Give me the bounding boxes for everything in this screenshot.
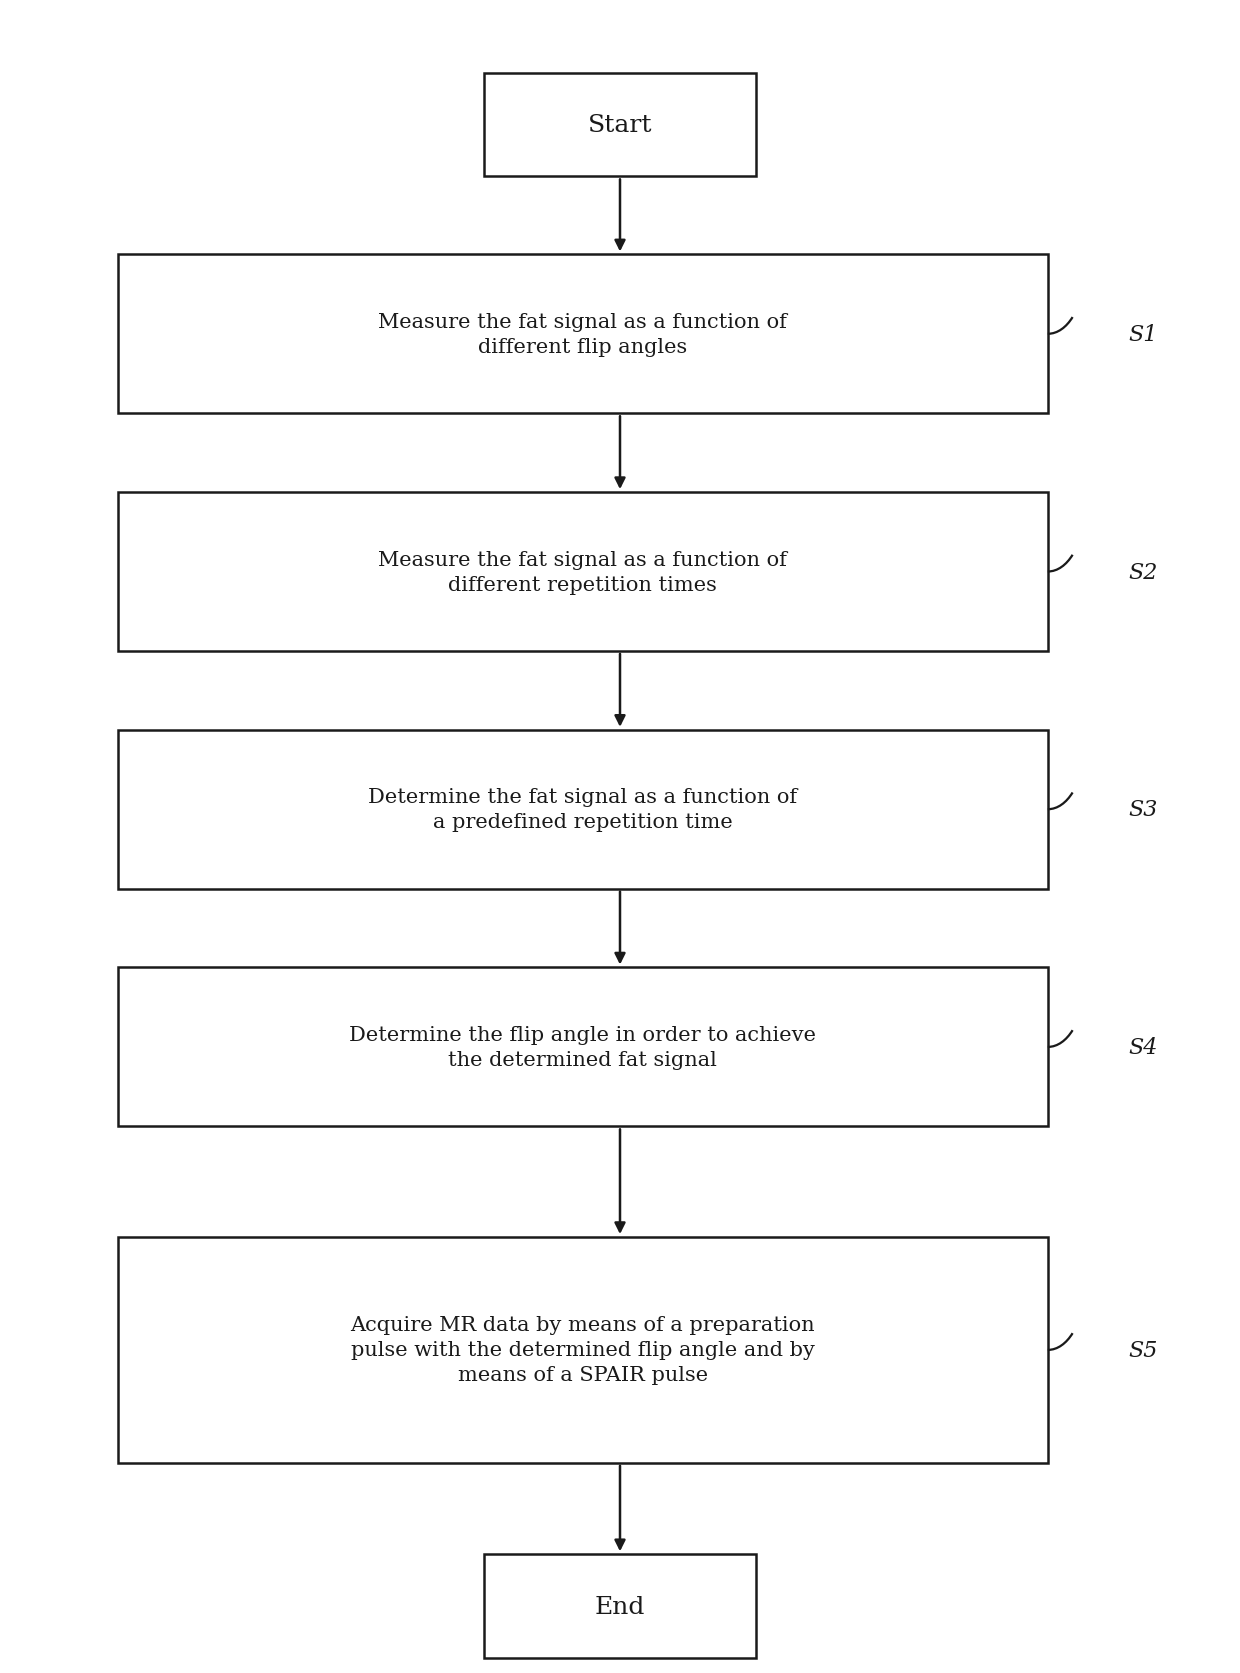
Text: Measure the fat signal as a function of
different repetition times: Measure the fat signal as a function of … (378, 550, 787, 594)
Text: S4: S4 (1128, 1036, 1158, 1059)
Text: S2: S2 (1128, 560, 1158, 584)
Text: Start: Start (588, 114, 652, 137)
FancyBboxPatch shape (484, 1554, 756, 1658)
Text: Determine the fat signal as a function of
a predefined repetition time: Determine the fat signal as a function o… (368, 788, 797, 831)
Text: End: End (595, 1594, 645, 1618)
FancyBboxPatch shape (118, 967, 1048, 1128)
Text: Determine the flip angle in order to achieve
the determined fat signal: Determine the flip angle in order to ach… (350, 1026, 816, 1069)
FancyBboxPatch shape (484, 74, 756, 177)
Text: S3: S3 (1128, 798, 1158, 821)
Text: Acquire MR data by means of a preparation
pulse with the determined flip angle a: Acquire MR data by means of a preparatio… (351, 1315, 815, 1385)
Text: S1: S1 (1128, 323, 1158, 346)
FancyBboxPatch shape (118, 492, 1048, 651)
FancyBboxPatch shape (118, 729, 1048, 890)
Text: Measure the fat signal as a function of
different flip angles: Measure the fat signal as a function of … (378, 313, 787, 356)
Text: S5: S5 (1128, 1338, 1158, 1362)
FancyBboxPatch shape (118, 1238, 1048, 1462)
FancyBboxPatch shape (118, 254, 1048, 413)
